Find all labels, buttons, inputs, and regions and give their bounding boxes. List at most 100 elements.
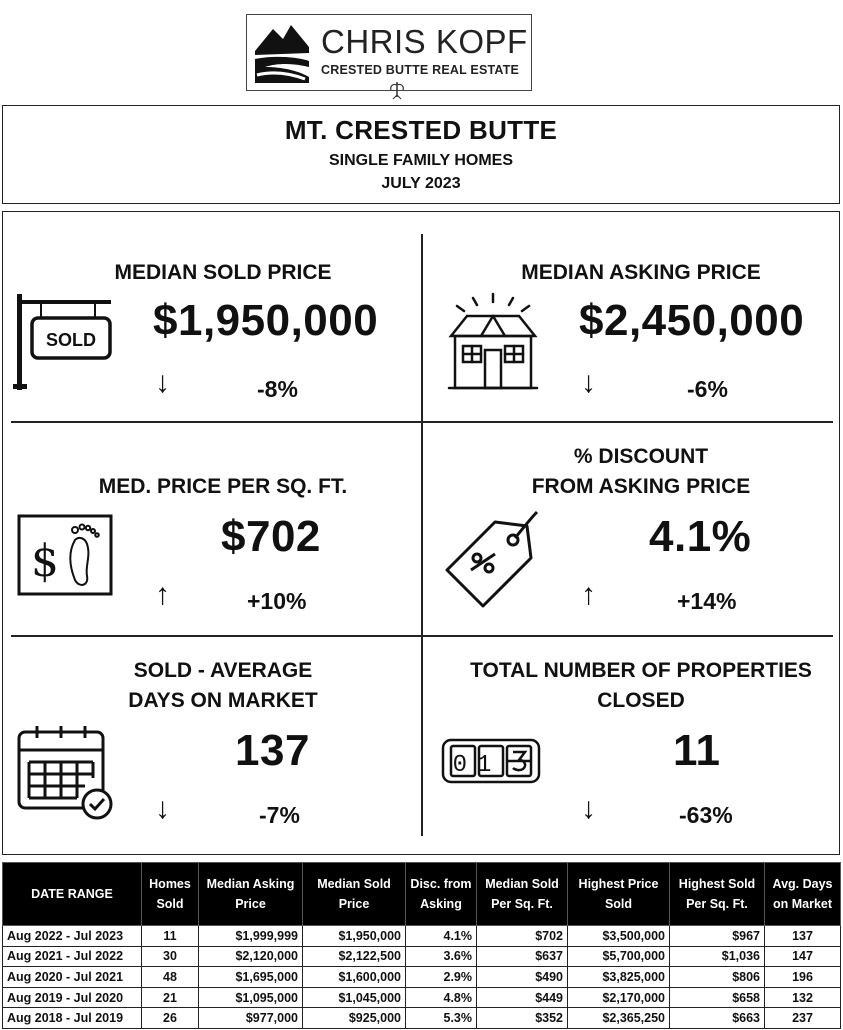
column-header: Homes Sold: [141, 862, 199, 926]
metric-value: 137: [235, 726, 310, 775]
metric-change: +14%: [677, 588, 737, 614]
metric-value: 4.1%: [649, 512, 752, 561]
table-cell: 237: [764, 1007, 841, 1029]
column-header: Median Sold Per Sq. Ft.: [476, 862, 568, 926]
sold-sign-text: SOLD: [46, 330, 96, 350]
table-cell: $925,000: [302, 1007, 406, 1029]
table-cell: 3.6%: [405, 945, 477, 968]
logo-subtitle: CRESTED BUTTE REAL ESTATE: [321, 63, 520, 77]
column-header: DATE RANGE: [2, 862, 142, 926]
table-cell: $1,600,000: [302, 966, 406, 988]
metric-change: -6%: [687, 376, 728, 402]
down-arrow-icon: ↓: [155, 366, 170, 399]
metric-label: MEDIAN ASKING PRICE: [521, 261, 761, 284]
house-icon: [447, 292, 539, 390]
metric-label-line2: CLOSED: [597, 689, 685, 712]
calendar-check-icon: [17, 726, 113, 820]
table-cell: Aug 2019 - Jul 2020: [2, 986, 142, 1009]
table-cell: $1,999,999: [198, 925, 303, 947]
table-cell: $637: [476, 945, 568, 968]
report-period: JULY 2023: [381, 175, 461, 192]
metric-label: % DISCOUNT FROM ASKING PRICE: [421, 442, 843, 502]
table-cell: $5,700,000: [567, 945, 670, 968]
table-cell: $3,500,000: [567, 925, 670, 947]
dollar-footprint-icon: $: [17, 514, 113, 596]
table-cell: $449: [476, 986, 568, 1009]
metric-label: TOTAL NUMBER OF PROPERTIES CLOSED: [421, 656, 843, 716]
metric-price-per-sqft: MED. PRICE PER SQ. FT. $ $702 ↑ +10%: [3, 422, 421, 634]
table-cell: $1,950,000: [302, 925, 406, 947]
table-cell: $2,120,000: [198, 945, 303, 968]
table-row: Aug 2022 - Jul 2023 11 $1,999,999 $1,950…: [2, 925, 841, 947]
report-header: MT. CRESTED BUTTE SINGLE FAMILY HOMES JU…: [2, 105, 840, 204]
table-cell: 196: [764, 966, 841, 988]
column-header: Highest Price Sold: [567, 862, 670, 926]
metrics-panel: MEDIAN SOLD PRICE SOLD $1,950,000 ↓ -8% …: [2, 211, 840, 855]
table-cell: Aug 2022 - Jul 2023: [2, 925, 142, 947]
counter-icon: 01: [441, 738, 541, 784]
table-row: Aug 2021 - Jul 2022 30 $2,120,000 $2,122…: [2, 945, 841, 968]
down-arrow-icon: ↓: [155, 792, 170, 825]
vertical-divider: [421, 234, 423, 836]
table-cell: 2.9%: [405, 966, 477, 988]
table-cell: 147: [764, 945, 841, 968]
table-cell: 48: [141, 966, 199, 988]
table-cell: $2,170,000: [567, 986, 670, 1009]
metric-change: -8%: [257, 376, 298, 402]
table-cell: 26: [141, 1007, 199, 1029]
table-cell: $3,825,000: [567, 966, 670, 988]
metric-days-on-market: SOLD - AVERAGE DAYS ON MARKET: [3, 636, 421, 848]
column-header: Avg. Days on Market: [764, 862, 841, 926]
table-row: Aug 2019 - Jul 2020 21 $1,095,000 $1,045…: [2, 986, 841, 1009]
horizontal-divider: [11, 635, 833, 637]
logo-name: CHRIS KOPF: [321, 23, 528, 60]
table-cell: Aug 2021 - Jul 2022: [2, 945, 142, 968]
table-cell: 5.3%: [405, 1007, 477, 1029]
table-cell: $352: [476, 1007, 568, 1029]
table-cell: $1,095,000: [198, 986, 303, 1009]
down-arrow-icon: ↓: [581, 366, 596, 399]
metric-median-asking-price: MEDIAN ASKING PRICE $2,450,000 ↓: [421, 212, 839, 424]
table-cell: 30: [141, 945, 199, 968]
page-subtitle: SINGLE FAMILY HOMES: [328, 152, 514, 169]
up-arrow-icon: ↑: [581, 578, 596, 611]
metric-value: 11: [673, 726, 721, 775]
table-cell: 11: [141, 925, 199, 947]
column-header: Highest Sold Per Sq. Ft.: [669, 862, 765, 926]
metric-change: -63%: [679, 802, 733, 828]
table-cell: 4.8%: [405, 986, 477, 1009]
column-header: Disc. from Asking: [405, 862, 477, 926]
table-row: Aug 2018 - Jul 2019 26 $977,000 $925,000…: [2, 1007, 841, 1029]
table-cell: 4.1%: [405, 925, 477, 947]
counter-digits: 01: [453, 752, 502, 779]
metric-median-sold-price: MEDIAN SOLD PRICE SOLD $1,950,000 ↓ -8%: [3, 212, 421, 424]
discount-tag-icon: [445, 510, 539, 608]
metric-change: -7%: [259, 802, 300, 828]
page-title: MT. CRESTED BUTTE: [284, 115, 558, 145]
metric-value: $702: [221, 512, 321, 561]
metric-label-line1: SOLD - AVERAGE: [133, 659, 313, 682]
table-cell: $702: [476, 925, 568, 947]
table-cell: $663: [669, 1007, 765, 1029]
sold-sign-icon: SOLD: [13, 294, 112, 390]
metric-value: $2,450,000: [579, 296, 805, 345]
up-arrow-icon: ↑: [155, 578, 170, 611]
table-cell: $658: [669, 986, 765, 1009]
table-cell: $490: [476, 966, 568, 988]
table-cell: $806: [669, 966, 765, 988]
metric-label: MEDIAN SOLD PRICE: [114, 261, 332, 284]
table-cell: Aug 2018 - Jul 2019: [2, 1007, 142, 1029]
metric-label-line1: % DISCOUNT: [573, 445, 709, 468]
down-arrow-icon: ↓: [581, 792, 596, 825]
table-cell: $2,122,500: [302, 945, 406, 968]
table-cell: 21: [141, 986, 199, 1009]
table-cell: $2,365,250: [567, 1007, 670, 1029]
metric-value: $1,950,000: [153, 296, 379, 345]
metric-label-line1: TOTAL NUMBER OF PROPERTIES: [470, 659, 812, 682]
table-cell: $1,695,000: [198, 966, 303, 988]
mountain-road-logo-icon: [255, 25, 309, 83]
fly-icon: [390, 82, 404, 100]
metric-change: +10%: [247, 588, 307, 614]
metric-discount-from-asking: % DISCOUNT FROM ASKING PRICE 4.1% ↑ +14%: [421, 422, 839, 634]
metric-label-line2: DAYS ON MARKET: [128, 689, 318, 712]
